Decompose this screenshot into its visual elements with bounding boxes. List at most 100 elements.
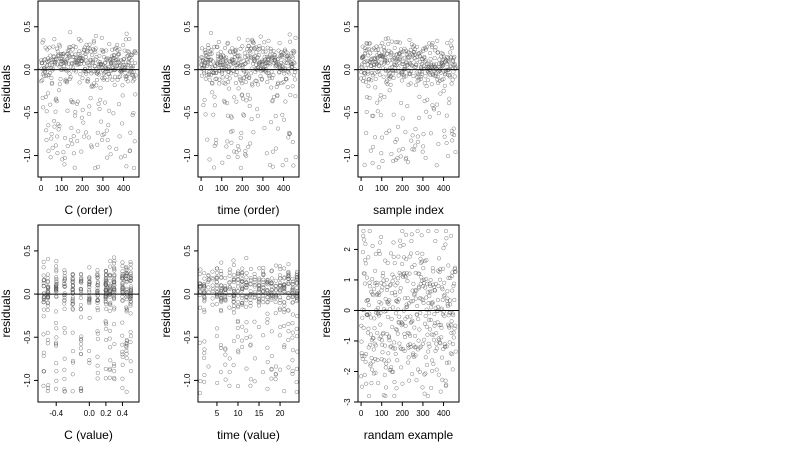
y-tick-label: 0 <box>343 308 352 313</box>
data-point <box>410 147 415 152</box>
data-point <box>42 57 47 62</box>
data-point <box>429 332 434 337</box>
data-point <box>364 275 369 280</box>
data-point <box>54 343 59 348</box>
data-point <box>367 41 373 46</box>
data-point <box>270 164 275 169</box>
data-point <box>70 272 75 277</box>
data-point <box>383 296 388 301</box>
data-point <box>233 81 238 86</box>
data-point <box>386 36 391 41</box>
data-point <box>96 72 101 77</box>
data-point <box>395 156 400 161</box>
data-point <box>385 287 390 293</box>
data-point <box>387 298 392 303</box>
data-point <box>244 320 249 325</box>
data-point <box>268 46 273 51</box>
data-point <box>45 337 51 342</box>
data-point <box>45 386 51 391</box>
data-point <box>360 44 365 49</box>
data-point <box>444 360 449 365</box>
data-point <box>368 361 373 366</box>
data-point <box>395 124 401 129</box>
data-point <box>367 311 372 316</box>
data-point <box>419 233 424 238</box>
data-point <box>445 40 450 46</box>
x-tick-label: 100 <box>215 184 229 193</box>
data-point <box>370 161 375 166</box>
data-point <box>393 40 398 45</box>
data-point <box>72 68 77 73</box>
data-point <box>202 307 207 312</box>
data-point <box>71 151 76 156</box>
data-point <box>252 284 257 289</box>
data-point <box>57 123 62 128</box>
data-point <box>237 63 242 68</box>
data-point <box>267 73 272 78</box>
data-point <box>435 320 440 325</box>
data-point <box>409 138 414 143</box>
data-point <box>449 45 455 51</box>
data-point <box>383 258 388 263</box>
data-point <box>429 385 434 390</box>
data-point <box>421 144 426 149</box>
data-point <box>372 57 377 62</box>
data-point <box>423 285 428 290</box>
data-point <box>374 280 379 285</box>
data-point <box>241 76 246 81</box>
data-point <box>419 296 424 301</box>
data-point <box>240 324 245 329</box>
data-point <box>442 134 447 139</box>
y-tick-label: 2 <box>343 247 352 252</box>
data-point <box>382 49 387 54</box>
x-tick-label: 100 <box>55 184 69 193</box>
data-point <box>281 284 287 289</box>
data-point <box>365 312 370 317</box>
data-point <box>78 346 83 351</box>
data-point <box>290 321 295 326</box>
data-point <box>198 305 203 310</box>
data-point <box>363 352 369 357</box>
data-point <box>126 49 131 55</box>
data-point <box>395 299 400 305</box>
data-point <box>293 94 298 99</box>
data-points <box>199 30 298 170</box>
data-point <box>287 71 292 76</box>
data-point <box>128 299 133 304</box>
data-point <box>435 74 440 79</box>
data-point <box>120 298 125 303</box>
data-point <box>365 330 370 335</box>
data-point <box>231 279 236 285</box>
data-point <box>241 96 246 101</box>
data-point <box>130 63 136 69</box>
data-point <box>290 293 295 298</box>
data-point <box>407 378 412 383</box>
data-point <box>40 40 45 45</box>
data-point <box>404 302 409 307</box>
data-point <box>90 52 95 58</box>
data-point <box>294 299 299 304</box>
data-point <box>265 345 270 350</box>
data-point <box>229 140 234 145</box>
data-point <box>70 279 75 284</box>
plot-frame <box>37 0 140 178</box>
data-point <box>388 282 393 287</box>
data-points <box>197 255 300 396</box>
data-point <box>128 278 133 284</box>
data-point <box>428 131 434 136</box>
data-point <box>225 40 230 45</box>
y-tick-label: -3 <box>343 398 352 406</box>
data-point <box>269 288 274 293</box>
data-point <box>421 284 426 289</box>
data-point <box>225 101 230 106</box>
data-point <box>43 57 48 62</box>
data-point <box>79 388 84 394</box>
data-point <box>389 369 395 374</box>
data-point <box>115 57 120 62</box>
data-point <box>290 279 295 284</box>
data-point <box>453 349 458 354</box>
data-point <box>371 336 376 341</box>
data-point <box>277 283 282 288</box>
data-point <box>213 71 218 76</box>
data-point <box>84 58 89 63</box>
